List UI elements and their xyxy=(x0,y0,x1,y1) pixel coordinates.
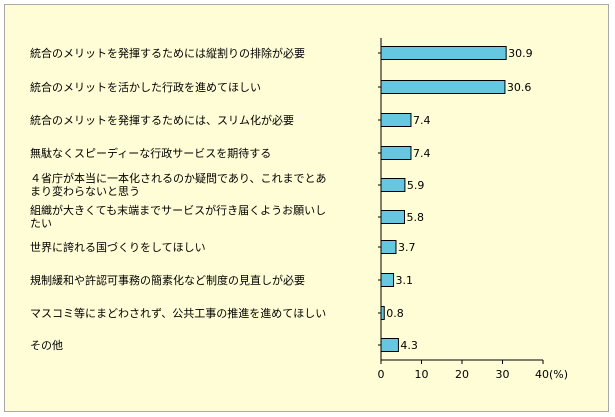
value-labels: 30.9 30.6 7.4 7.4 5.9 5.8 3.7 3.1 0.8 4.3 xyxy=(386,47,532,352)
value-label: 5.8 xyxy=(406,211,424,224)
bar xyxy=(380,113,412,127)
value-label: 30.9 xyxy=(508,47,533,60)
x-axis: 0 10 20 30 40(%) xyxy=(378,38,568,381)
value-label: 0.8 xyxy=(386,307,404,320)
x-tick-label: 0 xyxy=(378,368,385,381)
category-label: 統合のメリットを発揮するためには、スリム化が必要 xyxy=(30,113,294,127)
category-label: 統合のメリットを活かした行政を進めてほしい xyxy=(30,80,261,94)
bars xyxy=(380,46,507,352)
category-label: 世界に誇れる国づくりをしてほしい xyxy=(30,240,206,254)
category-label: 規制緩和や許認可事務の簡素化など制度の見直しが必要 xyxy=(30,273,305,287)
category-label: 統合のメリットを発揮するためには縦割りの排除が必要 xyxy=(30,46,305,60)
bar xyxy=(380,210,405,224)
value-label: 5.9 xyxy=(407,179,425,192)
value-label: 4.3 xyxy=(400,339,418,352)
bar xyxy=(380,80,506,94)
bar xyxy=(380,46,507,60)
chart-background xyxy=(4,4,609,412)
bar xyxy=(380,146,412,160)
x-tick-label: 30 xyxy=(496,368,510,381)
value-label: 7.4 xyxy=(413,114,431,127)
category-labels: 統合のメリットを発揮するためには縦割りの排除が必要統合のメリットを活かした行政を… xyxy=(30,46,326,352)
category-label: 無駄なくスピーディーな行政サービスを期待する xyxy=(30,146,271,160)
value-label: 30.6 xyxy=(507,81,532,94)
bar xyxy=(380,240,397,254)
value-label: 7.4 xyxy=(413,147,431,160)
bar xyxy=(380,338,399,352)
value-label: 3.1 xyxy=(396,274,414,287)
category-label: マスコミ等にまどわされず、公共工事の推進を進めてほしい xyxy=(30,306,326,320)
value-label: 3.7 xyxy=(398,241,416,254)
category-label: その他 xyxy=(30,339,63,352)
bar xyxy=(380,178,406,192)
category-label: 組織が大きくても末端までサービスが行き届くようお願いしたい xyxy=(30,203,326,230)
bar xyxy=(380,273,395,287)
x-tick-label: 20 xyxy=(455,368,469,381)
x-tick-label: 40(%) xyxy=(535,368,568,381)
category-label: ４省庁が本当に一本化されるのか疑問であり、これまでとあまり変わらないと思う xyxy=(30,171,326,198)
x-tick-label: 10 xyxy=(415,368,429,381)
